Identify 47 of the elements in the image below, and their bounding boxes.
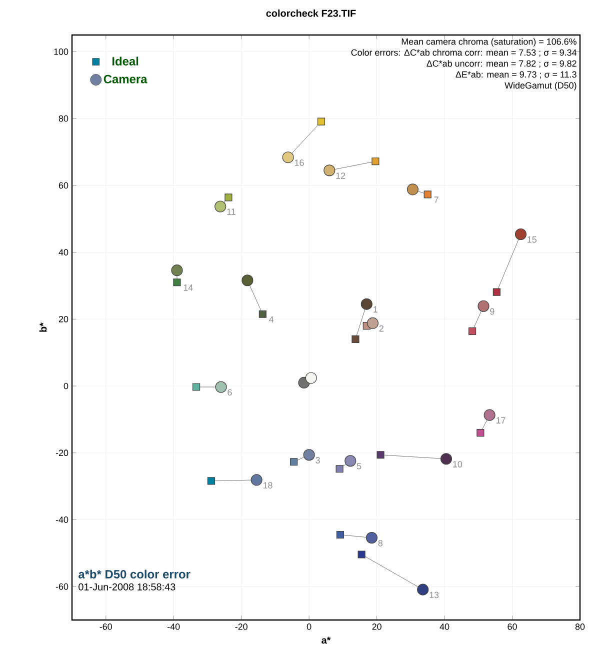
annotation: 10 <box>453 461 462 468</box>
annotation: 12 <box>336 172 346 179</box>
x-tick-label: -40 <box>168 624 180 630</box>
annotation: 5 <box>356 463 362 470</box>
annotation: 1 <box>374 306 378 312</box>
annotation: 8 <box>378 540 383 546</box>
y-tick-label: 40 <box>58 249 68 256</box>
annotation: Color errors: ΔC*ab chroma corr: mean = 7.53 ; σ = 9.34 <box>351 49 577 57</box>
y-tick-label: 0 <box>64 382 68 390</box>
y-axis-title: b* <box>39 322 47 332</box>
annotation: 18 <box>263 482 272 488</box>
annotation: Mean camera chroma (saturation) = 106.6% <box>402 38 576 47</box>
y-tick-label: 20 <box>58 316 68 322</box>
annotation: ΔC*ab uncorr: mean = 7.82 ; σ = 9.82 <box>426 60 576 68</box>
annotation: 01-Jun-2008 18:58:43 <box>78 583 176 590</box>
annotation: 16 <box>294 160 304 166</box>
y-tick-label: 80 <box>58 115 68 122</box>
chart-title: colorcheck F23.TIF <box>266 10 356 17</box>
y-tick-label: -40 <box>56 516 68 523</box>
x-tick-label: -20 <box>235 624 248 630</box>
y-tick-label: -60 <box>56 583 68 590</box>
annotation: ΔE*ab: mean = 9.73 ; σ = 11.3 <box>456 71 576 79</box>
annotation: 6 <box>228 389 232 396</box>
legend-label: Ideal <box>112 56 138 66</box>
x-axis-title: a* <box>322 636 331 644</box>
annotation: 13 <box>430 592 439 598</box>
annotation: 3 <box>316 457 320 464</box>
y-tick-label: 100 <box>54 48 68 55</box>
annotation: 7 <box>434 196 438 203</box>
annotation: 14 <box>184 284 193 291</box>
annotation: a*b* D50 color error <box>78 570 190 578</box>
legend-label: Camera <box>104 74 148 84</box>
x-tick-label: 20 <box>372 624 382 630</box>
y-tick-label: -20 <box>56 450 68 456</box>
y-tick-label: 60 <box>58 182 68 189</box>
x-tick-label: 60 <box>508 624 517 630</box>
annotation: 9 <box>490 308 494 315</box>
annotation: WideGamut (D50) <box>504 82 576 90</box>
x-tick-label: 40 <box>440 624 450 630</box>
annotation: 11 <box>227 208 236 215</box>
x-tick-label: 0 <box>306 624 312 630</box>
annotation: 15 <box>528 236 537 243</box>
x-tick-label: 80 <box>575 624 585 630</box>
annotation: 17 <box>496 417 506 424</box>
annotation: 2 <box>379 325 384 332</box>
annotation: 4 <box>269 316 274 322</box>
x-tick-label: -60 <box>100 624 112 630</box>
